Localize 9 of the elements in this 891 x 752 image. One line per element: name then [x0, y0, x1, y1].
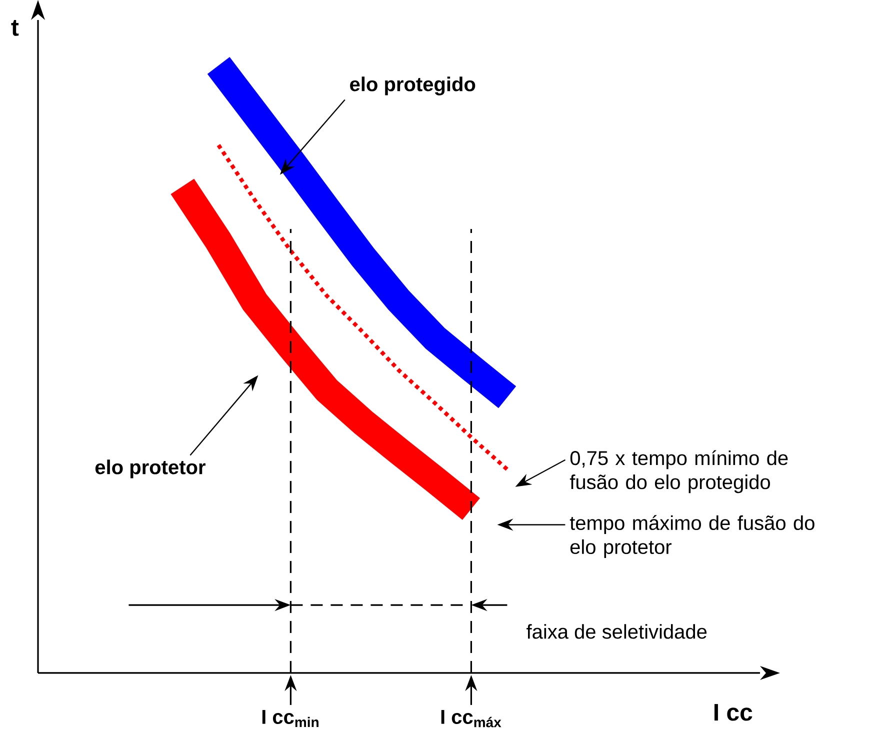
x-tick-label: I cc$_{min}$ [262, 710, 318, 728]
annotation: faixa de seletividade [526, 624, 707, 639]
annotation: elo protegido [350, 76, 476, 96]
x-axis-title: I cc [714, 704, 752, 721]
x-tick-label: I cc$_{máx}$ [441, 710, 502, 728]
annotation: elo protetor [95, 460, 206, 478]
annotation: tempo máximo de fusão do elo protetor [570, 515, 814, 558]
annotation: 0,75 x tempo mínimo de fusão do elo protegido [570, 450, 788, 494]
y-axis-title: t [11, 20, 19, 36]
